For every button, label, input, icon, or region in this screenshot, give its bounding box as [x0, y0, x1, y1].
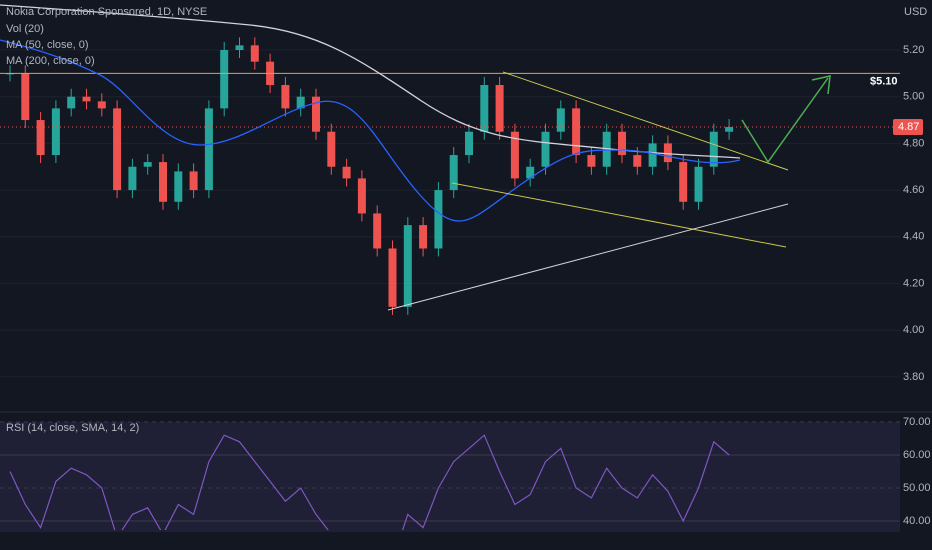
candle: [373, 213, 382, 249]
candle: [449, 155, 458, 191]
candle: [633, 155, 642, 167]
rsi-line: [9, 434, 730, 530]
candle: [296, 96, 305, 109]
y-tick-label: 5.20: [903, 44, 924, 56]
y-tick-label: 4.00: [903, 324, 924, 336]
rsi-tick-label: 50.00: [903, 482, 931, 494]
candle: [342, 166, 351, 179]
candle: [235, 45, 244, 50]
candle: [312, 96, 320, 132]
candle: [403, 225, 412, 307]
price-level-label: $5.10: [870, 75, 898, 87]
last-price-label: 4.87: [898, 121, 919, 133]
y-tick-label: 4.80: [903, 137, 924, 149]
candle: [679, 162, 688, 202]
indicator-label: MA (50, close, 0): [6, 39, 89, 51]
candle: [204, 108, 213, 191]
y-tick-label: 3.80: [903, 371, 924, 383]
candle: [526, 166, 535, 179]
candle: [572, 108, 581, 156]
candle: [250, 45, 259, 62]
candle: [113, 108, 122, 191]
candle: [143, 162, 152, 167]
candle: [725, 127, 734, 132]
rsi-band: [0, 422, 900, 532]
rsi-tick-label: 70.00: [903, 416, 931, 428]
candle: [159, 162, 167, 202]
trendline-support: [387, 203, 789, 311]
candle: [510, 131, 519, 179]
candle: [97, 101, 106, 109]
candle: [51, 108, 60, 156]
candle: [220, 50, 229, 109]
indicator-label: Vol (20): [6, 23, 44, 35]
trendline-upper: [502, 71, 789, 171]
y-tick-label: 4.20: [903, 277, 924, 289]
ma-50: [0, 39, 741, 222]
candle: [663, 143, 672, 163]
last-price-tag: [893, 119, 923, 136]
candle: [174, 171, 183, 202]
y-tick-label: 5.00: [903, 91, 924, 103]
projection-arrow: [741, 75, 831, 164]
candle: [709, 131, 718, 167]
candle: [128, 166, 137, 191]
candle: [434, 190, 443, 249]
candle: [21, 73, 30, 121]
symbol-title: Nokia Corporation Sponsored, 1D, NYSE: [6, 6, 207, 18]
rsi-tick-label: 40.00: [903, 515, 931, 527]
candle: [648, 143, 657, 167]
rsi-title: RSI (14, close, SMA, 14, 2): [6, 422, 139, 434]
candle: [694, 166, 703, 202]
candle: [189, 171, 198, 191]
candle: [480, 85, 489, 132]
candle: [82, 96, 91, 102]
candle: [67, 96, 76, 109]
candle: [419, 225, 428, 249]
candle: [388, 248, 397, 307]
candle: [556, 108, 565, 132]
candle: [465, 131, 473, 156]
price-pane: [0, 37, 900, 378]
indicator-label: MA (200, close, 0): [6, 55, 95, 67]
y-tick-label: 4.40: [903, 231, 924, 243]
candle: [541, 131, 550, 167]
rsi-tick-label: 60.00: [903, 449, 931, 461]
candle: [618, 131, 626, 156]
candle: [587, 155, 596, 167]
rsi-pane: [0, 421, 900, 530]
y-tick-label: 4.60: [903, 184, 924, 196]
candle: [281, 85, 290, 109]
currency: USD: [904, 6, 927, 18]
candle: [495, 85, 504, 132]
candle: [327, 131, 336, 167]
candle: [36, 120, 45, 156]
trendline-lower: [451, 182, 787, 248]
candle: [357, 178, 366, 214]
time-axis-bg: [0, 532, 932, 550]
